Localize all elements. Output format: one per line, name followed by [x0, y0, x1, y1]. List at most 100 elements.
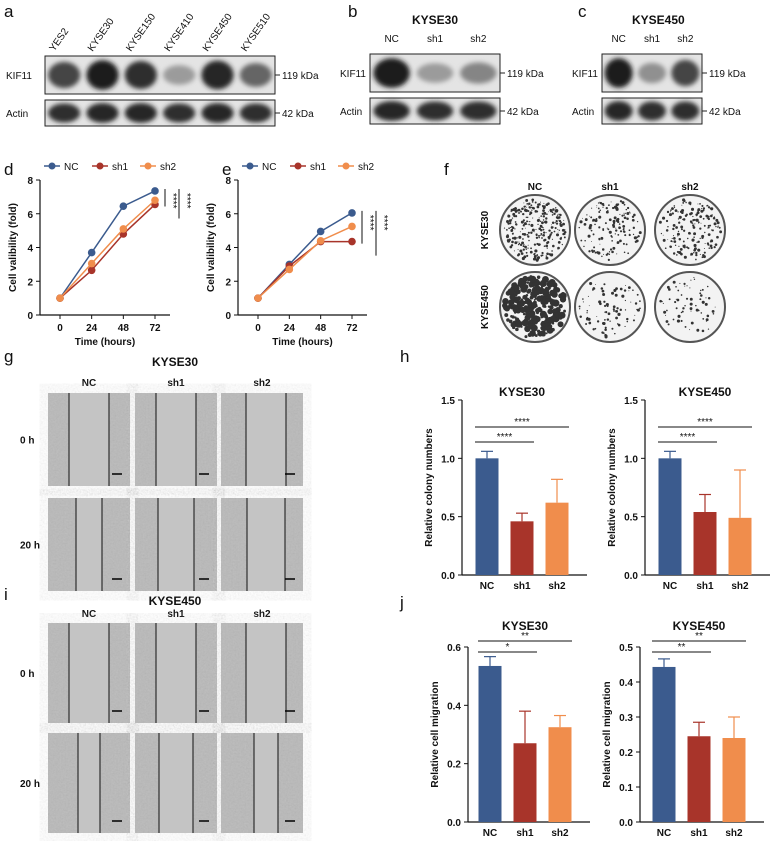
colony: [526, 223, 528, 225]
colony: [604, 319, 606, 321]
colony: [619, 230, 623, 233]
colony: [584, 218, 588, 221]
colony: [532, 319, 539, 325]
colony: [710, 207, 714, 211]
colony: [515, 223, 518, 226]
colony: [506, 318, 510, 322]
colony: [606, 227, 608, 229]
x-tick-label: NC: [657, 828, 671, 839]
colony: [560, 236, 562, 239]
colony: [605, 302, 609, 307]
colony: [547, 240, 550, 244]
wound-gap: [159, 733, 193, 833]
colony: [508, 319, 513, 324]
y-tick-label: 0: [27, 311, 33, 322]
bar-sh2: [728, 517, 752, 575]
colony: [677, 230, 680, 233]
colony: [507, 214, 510, 217]
colony: [541, 251, 544, 255]
colony: [692, 251, 695, 254]
colony: [668, 298, 671, 301]
colony: [672, 241, 673, 243]
colony: [523, 202, 525, 204]
lane-label: sh1: [644, 34, 661, 45]
colony: [692, 215, 694, 218]
colony: [633, 236, 637, 240]
colony: [628, 290, 630, 292]
colony: [659, 299, 662, 303]
colony: [514, 221, 517, 223]
colony: [520, 325, 523, 328]
colony: [699, 292, 702, 295]
colony: [557, 321, 564, 328]
culture-plate: [574, 271, 646, 343]
colony: [537, 332, 540, 336]
column-label: sh1: [167, 609, 185, 620]
colony: [629, 212, 631, 214]
wound-healing-wound_i: KYSE450 NC sh1 sh2 0 h 20 h: [20, 594, 303, 833]
row-label: 20 h: [20, 779, 40, 790]
colony: [512, 212, 516, 216]
legend-label: sh1: [310, 162, 327, 173]
colony: [713, 222, 717, 226]
lane-label: KYSE450: [201, 12, 235, 54]
colony: [675, 209, 677, 212]
western-blot-c: KYSE450 NC sh1 sh2 KIF11 119 kDa Actin 42 kDa: [572, 13, 746, 125]
colony: [542, 209, 545, 212]
colony: [525, 216, 528, 219]
colony: [590, 240, 592, 242]
colony: [559, 292, 567, 300]
colony: [535, 236, 539, 239]
data-point-sh1: [348, 237, 356, 246]
colony: [511, 237, 515, 240]
colony: [690, 207, 695, 211]
colony: [585, 323, 588, 326]
colony: [540, 232, 543, 236]
colony: [615, 229, 618, 232]
colony: [609, 248, 613, 251]
colony: [626, 211, 630, 216]
colony: [563, 309, 566, 313]
colony: [537, 223, 539, 226]
colony: [532, 257, 536, 261]
colony: [639, 307, 641, 310]
colony: [583, 245, 585, 248]
colony: [606, 318, 610, 321]
colony: [542, 228, 545, 231]
colony: [688, 231, 691, 235]
colony: [557, 231, 559, 233]
colony: [627, 252, 630, 255]
colony: [579, 315, 582, 318]
colony: [558, 315, 563, 320]
protein-band: [416, 101, 454, 121]
y-tick-label: 0.2: [447, 760, 461, 771]
colony: [621, 294, 625, 298]
colony: [526, 290, 531, 294]
colony: [509, 227, 512, 229]
colony: [539, 310, 547, 318]
colony: [711, 229, 714, 232]
colony: [543, 205, 546, 208]
blot-title: KYSE30: [412, 13, 458, 27]
colony: [704, 231, 706, 234]
colony: [517, 281, 522, 286]
series-line-sh2: [257, 225, 353, 299]
colony: [589, 281, 593, 286]
colony: [590, 229, 593, 232]
colony: [551, 250, 553, 252]
colony: [615, 309, 619, 313]
protein-band: [124, 61, 157, 89]
colony: [669, 245, 672, 248]
colony: [605, 253, 608, 256]
significance-label: ****: [514, 417, 530, 428]
colony: [554, 209, 558, 213]
colony: [624, 299, 626, 302]
protein-band: [48, 61, 81, 89]
wound-gap: [76, 498, 102, 591]
colony: [516, 302, 523, 309]
colony: [608, 253, 611, 256]
colony: [541, 226, 543, 228]
colony: [588, 321, 592, 325]
colony: [553, 230, 556, 233]
